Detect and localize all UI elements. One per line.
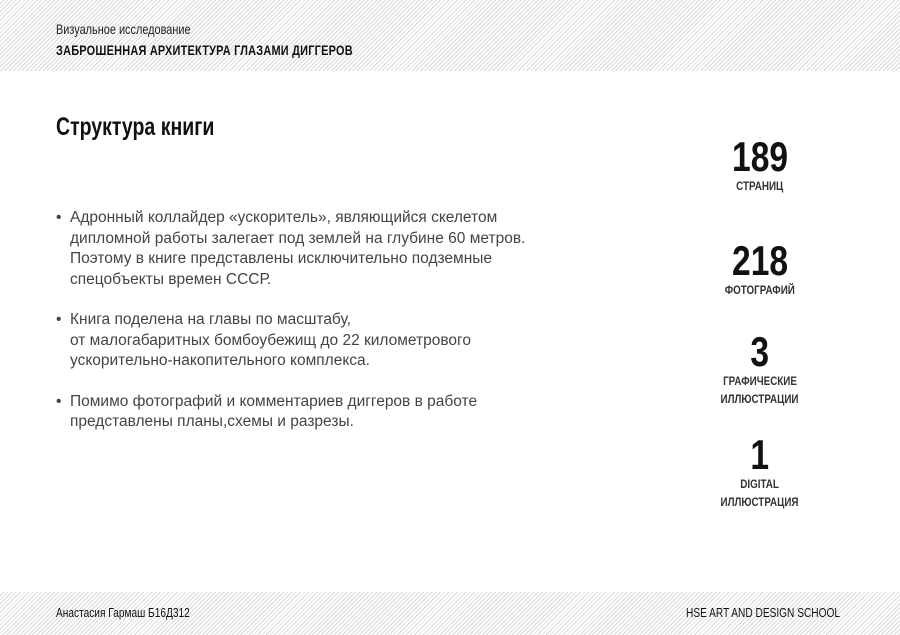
stat-label: ИЛЛЮСТРАЦИЯ [721, 495, 799, 509]
stat-value: 3 [750, 328, 770, 375]
stat-photos: 218 ФОТОГРАФИЙ [700, 237, 820, 299]
stat-label: ГРАФИЧЕСКИЕ [723, 374, 797, 388]
bullet-item: Книга поделена на главы по масштабу, от … [56, 310, 616, 372]
bullet-line: Поэтому в книге представлены исключитель… [70, 250, 493, 267]
header-subtitle: Визуальное исследование [56, 21, 191, 37]
stat-value: 218 [731, 237, 789, 284]
footer-school: HSE ART AND DESIGN SCHOOL [686, 605, 841, 620]
bullet-line: от малогабаритных бомбоубежищ до 22 кило… [70, 331, 471, 349]
header-band [0, 0, 900, 71]
stat-label: ИЛЛЮСТРАЦИИ [721, 392, 799, 406]
bullet-line: ускорительно-накопительного комплекса. [70, 352, 370, 369]
footer-author: Анастасия Гармаш Б16Д312 [56, 605, 190, 620]
stat-graphic-illustrations: 3 ГРАФИЧЕСКИЕ ИЛЛЮСТРАЦИИ [700, 328, 820, 408]
bullet-item: Адронный коллайдер «ускоритель», являющи… [56, 208, 616, 290]
bullet-line: Книга поделена на главы по масштабу, [70, 311, 351, 328]
header-title: ЗАБРОШЕННАЯ АРХИТЕКТУРА ГЛАЗАМИ ДИГГЕРОВ [56, 42, 353, 58]
stat-label: ФОТОГРАФИЙ [724, 283, 796, 297]
bullet-line: спецобъекты времен СССР. [70, 270, 272, 288]
bullet-list: Адронный коллайдер «ускоритель», являющи… [56, 208, 616, 453]
stat-label: DIGITAL [740, 477, 780, 491]
stat-label: СТРАНИЦ [736, 179, 784, 193]
stat-value: 1 [750, 431, 770, 478]
stat-value: 189 [731, 133, 789, 180]
bullet-line: Адронный коллайдер «ускоритель», являющи… [70, 209, 498, 226]
bullet-line: дипломной работы залегает под землей на … [70, 229, 526, 247]
bullet-line: представлены планы,схемы и разрезы. [70, 413, 354, 430]
stat-pages: 189 СТРАНИЦ [700, 133, 820, 195]
bullet-line: Помимо фотографий и комментариев диггеро… [70, 392, 478, 410]
bullet-item: Помимо фотографий и комментариев диггеро… [56, 392, 616, 433]
footer-band [0, 592, 900, 635]
stat-digital-illustration: 1 DIGITAL ИЛЛЮСТРАЦИЯ [700, 431, 820, 511]
page-title: Структура книги [56, 113, 215, 141]
